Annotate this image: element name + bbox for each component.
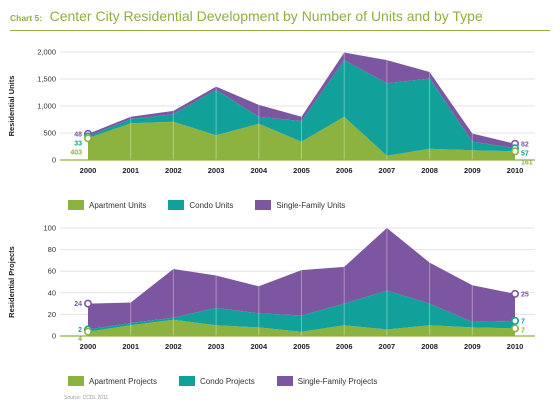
legend-swatch [179,376,196,386]
endpoint-marker [84,299,93,308]
source-note: Source: CCDL 2011 [64,395,109,401]
units-legend: Apartment Units Condo Units Single-Family … [68,200,345,210]
area-apartment [88,116,515,160]
legend-item: Apartment Units [68,200,146,210]
chart-title-text: Center City Residential Development by N… [49,8,483,24]
endpoint-marker [510,289,519,298]
x-tick-label: 2010 [507,166,524,175]
x-tick-label: 2006 [336,166,353,175]
legend-item: Condo Units [168,200,233,210]
chart-title: Chart 5: Center City Residential Develop… [10,8,550,26]
x-tick-label: 2004 [250,166,268,175]
x-tick-label: 2004 [250,342,268,351]
y-tick-label: 0 [52,332,56,341]
x-tick-label: 2002 [165,166,182,175]
endpoint-marker [84,327,93,336]
y-tick-label: 0 [52,156,56,165]
x-tick-label: 2008 [421,166,438,175]
title-divider [10,30,550,31]
data-label: 403 [70,149,82,156]
data-label: 33 [74,140,82,147]
data-label: 4 [78,336,82,343]
y-tick-label: 500 [43,129,56,138]
legend-label: Apartment Units [89,200,147,210]
x-tick-label: 2005 [293,342,310,351]
legend-label: Condo Projects [200,376,255,386]
units-area-chart: 0 500 1,000 1,500 2,000 Residential Units 2000… [7,48,535,175]
data-label: 82 [521,141,529,148]
x-tick-label: 2007 [379,342,396,351]
legend-swatch [68,200,84,210]
y-tick-label: 80 [48,245,56,254]
legend-item: Single-Family Units [255,200,345,210]
x-tick-label: 2000 [80,166,97,175]
x-tick-label: 2001 [122,342,139,351]
data-label: 48 [74,131,82,138]
data-label: 24 [74,301,82,308]
x-tick-label: 2003 [208,342,225,351]
projects-legend: Apartment Projects Condo Projects Single-F… [68,376,377,386]
data-label: 57 [521,150,529,157]
data-label: 25 [521,291,529,298]
x-tick-label: 2003 [208,166,225,175]
legend-label: Apartment Projects [89,376,158,386]
x-tick-label: 2008 [421,342,438,351]
y-axis-title: Residential Units [7,76,16,137]
x-tick-label: 2000 [80,342,97,351]
area-apartment [88,319,515,336]
y-tick-label: 2,000 [37,48,56,57]
y-tick-label: 20 [48,310,56,319]
x-tick-label: 2009 [464,342,481,351]
y-tick-label: 60 [48,267,56,276]
x-tick-label: 2010 [507,342,524,351]
endpoint-marker [510,147,519,156]
data-label: 161 [521,159,533,166]
x-tick-label: 2005 [293,166,310,175]
endpoint-marker [510,324,519,333]
endpoint-marker [510,316,519,325]
area-single-family [88,52,515,149]
legend-swatch [168,200,185,210]
y-tick-label: 1,000 [37,102,56,111]
legend-swatch [276,376,293,386]
legend-label: Single-Family Projects [297,376,378,386]
x-tick-label: 2002 [165,342,182,351]
data-label: 2 [78,327,82,334]
legend-label: Single-Family Units [276,200,346,210]
x-tick-label: 2007 [379,166,396,175]
projects-area-chart: 0 20 40 60 80 100 Residential Projects 2000 2001… [7,224,535,351]
area-condo [88,60,515,156]
y-tick-label: 40 [48,288,56,297]
x-tick-label: 2006 [336,342,353,351]
x-tick-label: 2009 [464,166,481,175]
legend-swatch [68,376,84,386]
chart-title-prefix: Chart 5: [10,13,43,23]
legend-item: Single-Family Projects [276,376,378,386]
area-condo [88,290,515,332]
legend-item: Condo Projects [179,376,255,386]
legend-item: Apartment Projects [68,376,157,386]
y-tick-label: 1,500 [37,75,56,84]
legend-swatch [255,200,272,210]
data-label: 7 [521,318,525,325]
y-tick-label: 100 [43,224,56,233]
endpoint-marker [84,134,93,143]
data-label: 7 [521,327,525,334]
area-single-family [88,228,515,330]
legend-label: Condo Units [189,200,234,210]
y-axis-title: Residential Projects [7,246,16,318]
x-tick-label: 2001 [122,166,139,175]
